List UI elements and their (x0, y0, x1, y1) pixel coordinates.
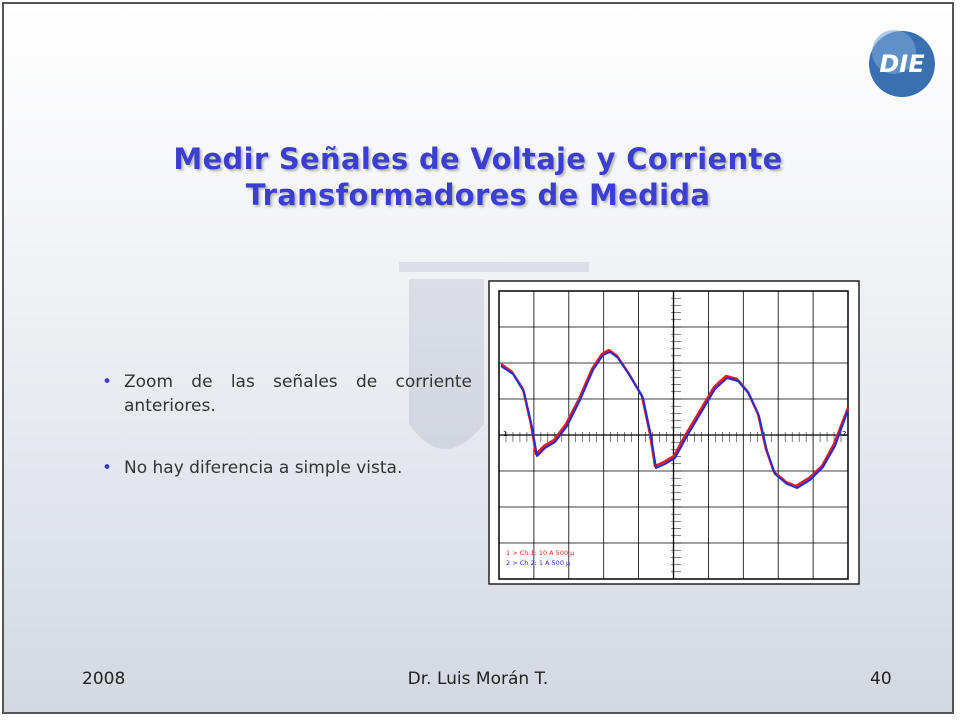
logo-text: DIE (879, 50, 925, 78)
title: Medir Señales de Voltaje y Corriente (173, 142, 783, 176)
footer-page: 40 (870, 669, 892, 689)
scope-legend: 2 > Ch 2: 1 A 500 µ (506, 559, 570, 567)
title: Transformadores de Medida (245, 178, 711, 212)
scope-legend: 1 > Ch 1: 10 A 500 µ (506, 549, 574, 557)
bullet-text: No hay diferencia a simple vista. (124, 458, 403, 478)
footer-author: Dr. Luis Morán T. (407, 669, 549, 689)
marker: 1 (503, 430, 507, 438)
oscilloscope: 1 2 1 > Ch 1: 10 A 500 µ 2 > Ch 2: 1 A 5… (488, 280, 860, 585)
trace-blue (500, 351, 849, 489)
bullet: No hay diferencia a simple vista. (102, 456, 472, 480)
decor: DIE 1 2 1 > Ch 1: 10 A 500 µ 2 > Ch 2: 1… (399, 30, 935, 585)
footer-year: 2008 (82, 669, 126, 689)
bullet-text: Zoom de las señales de corriente anterio… (124, 372, 472, 416)
marker: 2 (842, 430, 846, 438)
slide: DIE 1 2 1 > Ch 1: 10 A 500 µ 2 > Ch 2: 1… (2, 2, 954, 714)
bullet: Zoom de las señales de corriente anterio… (102, 370, 472, 418)
logo: DIE (869, 30, 935, 97)
